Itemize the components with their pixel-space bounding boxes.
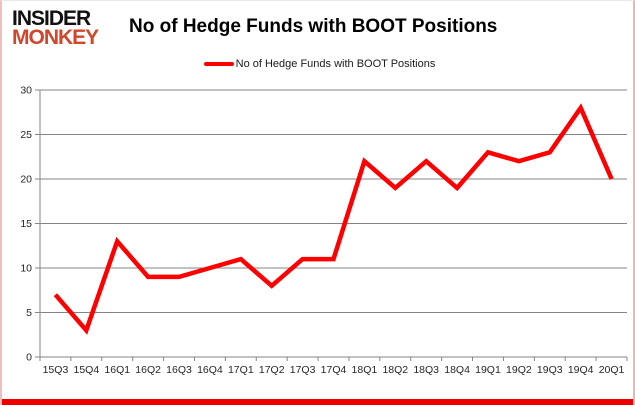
x-axis-label: 16Q3 bbox=[166, 364, 192, 376]
legend-line-swatch bbox=[203, 62, 234, 66]
x-axis-label: 18Q2 bbox=[382, 364, 408, 376]
x-axis-label: 15Q3 bbox=[43, 364, 69, 376]
y-axis-label: 30 bbox=[20, 85, 32, 97]
y-axis-label: 20 bbox=[20, 174, 32, 186]
legend: No of Hedge Funds with BOOT Positions bbox=[2, 58, 633, 70]
x-axis-label: 19Q2 bbox=[506, 364, 532, 376]
x-axis-label: 19Q4 bbox=[568, 364, 594, 376]
y-axis-label: 25 bbox=[20, 129, 32, 141]
y-axis-label: 5 bbox=[26, 307, 32, 319]
x-axis-label: 18Q4 bbox=[444, 364, 470, 376]
x-axis-label: 18Q3 bbox=[413, 364, 439, 376]
data-series-line bbox=[53, 103, 614, 335]
y-axis-label: 15 bbox=[20, 218, 32, 230]
x-axis-label: 18Q1 bbox=[352, 364, 378, 376]
x-axis-label: 17Q2 bbox=[259, 364, 285, 376]
x-axis-label: 17Q3 bbox=[290, 364, 316, 376]
chart-title: No of Hedge Funds with BOOT Positions bbox=[129, 16, 498, 37]
x-axis-label: 20Q1 bbox=[599, 364, 625, 376]
x-axis-label: 19Q1 bbox=[475, 364, 501, 376]
x-axis-label: 16Q2 bbox=[135, 364, 161, 376]
x-axis-label: 17Q4 bbox=[321, 364, 347, 376]
x-axis-label: 17Q1 bbox=[228, 364, 254, 376]
y-axis-label: 10 bbox=[20, 263, 32, 275]
x-axis-label: 16Q1 bbox=[104, 364, 130, 376]
x-axis-label: 15Q4 bbox=[73, 364, 99, 376]
y-axis-label: 0 bbox=[26, 352, 32, 364]
header: INSIDER MONKEY bbox=[12, 7, 99, 50]
x-axis-label: 19Q3 bbox=[537, 364, 563, 376]
insider-monkey-logo: INSIDER MONKEY bbox=[12, 7, 99, 50]
logo-line-insider: INSIDER bbox=[12, 7, 91, 30]
x-axis-label: 16Q4 bbox=[197, 364, 223, 376]
legend-label: No of Hedge Funds with BOOT Positions bbox=[235, 58, 436, 70]
logo-line-monkey: MONKEY bbox=[12, 26, 99, 50]
bottom-red-bar bbox=[2, 399, 633, 405]
